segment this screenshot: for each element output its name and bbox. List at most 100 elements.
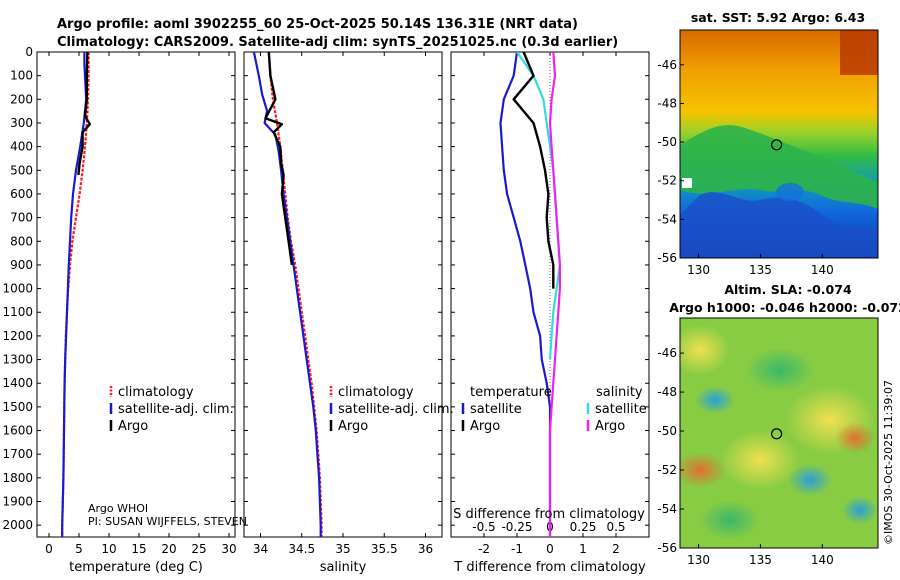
map-y-tick-label: -52	[657, 174, 677, 188]
sla-green-1	[745, 348, 815, 392]
x-tick-label: -1	[511, 542, 523, 556]
legend-label-argo: Argo	[338, 419, 368, 434]
legend-label-satellite-adj: satellite-adj. clim.	[118, 402, 234, 417]
map-x-tick-label: 140	[811, 263, 834, 277]
map-y-tick-label: -56	[657, 251, 677, 265]
series-line-temperature-argo	[512, 52, 555, 289]
series-line-satellite-adj-clim-	[61, 52, 88, 537]
y-tick-label: 0	[25, 45, 33, 59]
y-tick-label: 500	[10, 163, 33, 177]
map-y-tick-label: -52	[657, 463, 677, 477]
y-tick-label: 1400	[2, 376, 33, 390]
sla-map-subtitle: Argo h1000: -0.046 h2000: -0.072	[669, 300, 900, 315]
s-tick-label: 0.25	[570, 520, 597, 534]
x-tick-label: 0	[546, 542, 554, 556]
sst-white-patch	[682, 178, 692, 188]
sst-argo-marker	[770, 139, 783, 151]
series-line-argo	[77, 52, 92, 176]
legend-label-t-satellite: satellite	[470, 402, 522, 417]
sst-map: sat. SST: 5.92 Argo: 6.43	[679, 10, 879, 259]
sst-cold-eddy	[680, 192, 878, 258]
x-tick-label: 30	[221, 542, 236, 556]
legend-label-s-satellite: satellite	[595, 402, 647, 417]
salinity-panel: 34 34.5 35 35.5 36	[243, 51, 443, 556]
series-line-temperature-satellite-adj-	[499, 52, 552, 537]
map-y-tick-label: -50	[657, 135, 677, 149]
figure-title-line2: Climatology: CARS2009. Satellite-adj cli…	[57, 35, 618, 50]
map-y-tick-label: -48	[657, 385, 677, 399]
map-y-tick-label: -54	[657, 212, 677, 226]
sla-blue-3	[842, 496, 878, 524]
legend-title-salinity: salinity	[596, 385, 643, 400]
map-y-tick-label: -46	[657, 58, 677, 72]
temperature-panel: 0100200300400500600700800900100011001200…	[2, 45, 236, 556]
y-tick-label: 100	[10, 69, 33, 83]
x-tick-label: 35	[335, 542, 350, 556]
map-x-tick-label: 135	[749, 553, 772, 567]
sst-map-axes: 130 135 140 -46 -48 -50 -52 -54 -56	[657, 58, 833, 277]
map-y-tick-label: -46	[657, 346, 677, 360]
sla-map-axes: 130 135 140 -46 -48 -50 -52 -54 -56	[657, 346, 833, 567]
sst-blue-patch	[776, 183, 804, 201]
map-x-tick-label: 140	[811, 553, 834, 567]
legend-label-t-argo: Argo	[470, 419, 500, 434]
sla-yellow-3	[680, 325, 730, 375]
series-line-salinity-argo	[548, 52, 562, 537]
y-tick-label: 1000	[2, 282, 33, 296]
legend-title-temperature: temperature	[470, 385, 552, 400]
legend-label-satellite-adj: satellite-adj. clim.	[338, 402, 454, 417]
map-x-tick-label: 130	[687, 263, 710, 277]
map-y-tick-label: -50	[657, 424, 677, 438]
float-info-line2: PI: SUSAN WIJFFELS, STEVEN	[88, 515, 247, 528]
y-tick-label: 1900	[2, 495, 33, 509]
temperature-xlabel: temperature (deg C)	[69, 560, 203, 575]
y-tick-label: 600	[10, 187, 33, 201]
difference-panel: -2 -1 0 1 2-0.5 -0.25 0 0.25 0.5	[450, 51, 650, 556]
difference-legend: temperature satellite Argo salinity sate…	[461, 385, 647, 434]
x-tick-label: 25	[191, 542, 206, 556]
y-tick-label: 1800	[2, 471, 33, 485]
s-tick-label: -0.5	[472, 520, 495, 534]
x-tick-label: -2	[478, 542, 490, 556]
sst-front	[680, 125, 878, 210]
difference-t-xlabel: T difference from climatology	[453, 560, 646, 575]
sla-orange-1	[680, 452, 726, 488]
map-x-tick-label: 130	[687, 553, 710, 567]
series-group	[61, 52, 92, 537]
x-tick-label: 20	[161, 542, 176, 556]
sla-green-2	[700, 500, 760, 540]
x-tick-label: 10	[101, 542, 116, 556]
x-tick-label: 34.5	[288, 542, 315, 556]
float-info-line1: Argo WHOI	[88, 502, 148, 515]
y-tick-label: 1100	[2, 305, 33, 319]
map-y-tick-label: -56	[657, 541, 677, 555]
y-tick-label: 800	[10, 234, 33, 248]
legend-label-climatology: climatology	[338, 385, 414, 400]
sst-map-frame	[679, 29, 879, 259]
x-tick-label: 15	[131, 542, 146, 556]
y-tick-label: 1200	[2, 329, 33, 343]
y-tick-label: 2000	[2, 518, 33, 532]
salinity-xlabel: salinity	[320, 560, 367, 575]
x-tick-label: 35.5	[371, 542, 398, 556]
temperature-legend: climatology satellite-adj. clim. Argo	[109, 385, 234, 434]
sst-map-title: sat. SST: 5.92 Argo: 6.43	[691, 10, 865, 25]
sla-yellow-1	[720, 430, 800, 490]
y-tick-label: 700	[10, 211, 33, 225]
s-tick-label: -0.25	[501, 520, 532, 534]
temperature-plot-frame	[36, 51, 236, 538]
sst-warm-corner	[840, 30, 878, 75]
y-tick-label: 900	[10, 258, 33, 272]
sla-orange-2	[835, 422, 875, 454]
y-tick-label: 1500	[2, 400, 33, 414]
series-group	[499, 52, 562, 537]
salinity-legend: climatology satellite-adj. clim. Argo	[329, 385, 454, 434]
y-tick-label: 200	[10, 92, 33, 106]
series-line-argo	[264, 52, 294, 266]
x-tick-label: 1	[579, 542, 587, 556]
y-tick-label: 1700	[2, 447, 33, 461]
figure-title-line1: Argo profile: aoml 3902255_60 25-Oct-202…	[57, 17, 578, 32]
series-group	[252, 52, 323, 537]
x-tick-label: 0	[45, 542, 53, 556]
map-y-tick-label: -48	[657, 96, 677, 110]
